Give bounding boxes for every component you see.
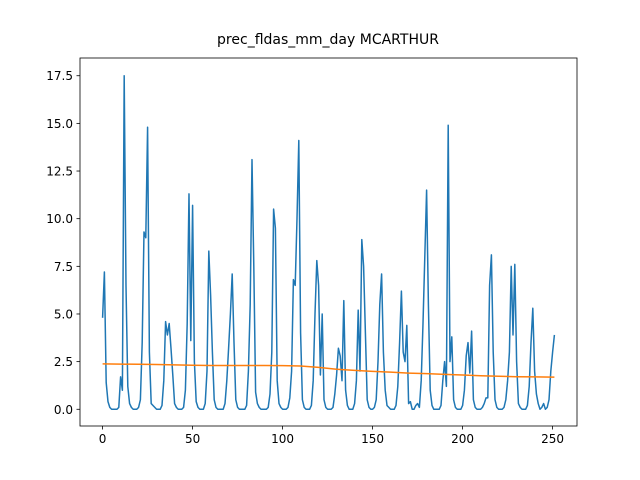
y-tick-label: 2.5 — [54, 355, 73, 369]
y-tick-label: 5.0 — [54, 307, 73, 321]
plot-frame — [79, 57, 578, 427]
x-tick-label: 200 — [451, 432, 474, 446]
chart-title: prec_fldas_mm_day MCARTHUR — [217, 32, 439, 48]
x-tick-label: 100 — [271, 432, 294, 446]
y-tick-label: 15.0 — [46, 117, 73, 131]
x-tick-label: 250 — [541, 432, 564, 446]
x-tick-label: 150 — [361, 432, 384, 446]
y-tick-label: 0.0 — [54, 403, 73, 417]
x-tick-label: 0 — [99, 432, 107, 446]
y-tick-label: 7.5 — [54, 260, 73, 274]
line-series — [102, 363, 555, 378]
y-tick-label: 10.0 — [46, 212, 73, 226]
y-tick-label: 17.5 — [46, 69, 73, 83]
line-series — [101, 74, 556, 411]
y-tick-label: 12.5 — [46, 165, 73, 179]
x-tick-label: 50 — [185, 432, 200, 446]
